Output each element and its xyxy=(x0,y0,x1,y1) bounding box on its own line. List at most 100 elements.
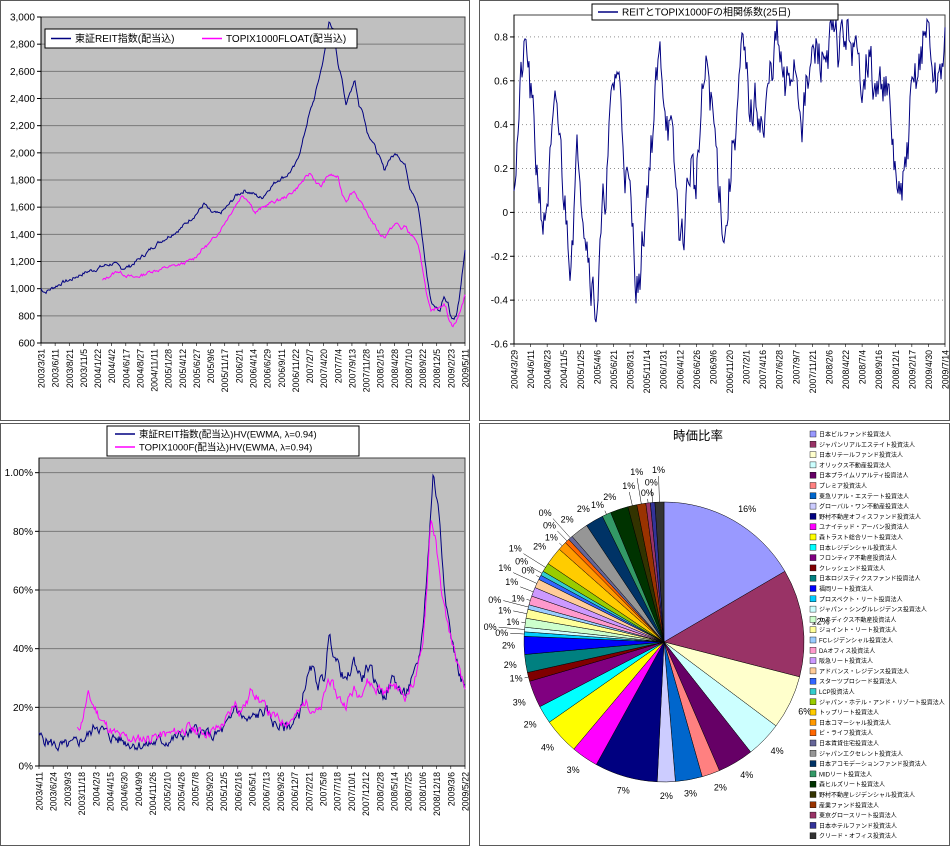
y-tick-label: 0% xyxy=(19,762,34,773)
y-tick-label: 20% xyxy=(13,703,33,714)
legend-entry: ジャパンリアルエステイト投資法人 xyxy=(819,441,915,449)
x-tick-label: 2006/2/16 xyxy=(233,772,243,811)
pie-slice-label: 2% xyxy=(577,504,590,514)
legend-entry: ジョイント・リート投資法人 xyxy=(819,626,897,634)
x-tick-label: 2006/9/6 xyxy=(708,350,718,384)
pie-title: 時価比率 xyxy=(673,428,723,443)
legend-swatch xyxy=(809,585,817,592)
legend-entry: ジャパン・ホテル・アンド・リゾート投資法人 xyxy=(819,698,945,706)
legend-entry: オリックス不動産投資法人 xyxy=(819,461,891,469)
pie-slice-label: 1% xyxy=(591,500,604,510)
legend-entry: 日本ビルファンド投資法人 xyxy=(819,431,891,439)
pie-slice-label: 4% xyxy=(740,770,753,780)
legend-swatch xyxy=(809,739,817,747)
y-tick-label: 2,600 xyxy=(10,67,35,78)
legend-swatch xyxy=(809,595,817,603)
legend-swatch xyxy=(809,781,817,788)
chart-panel-correlation: -0.6 -0.4 -0.2 0 0.2 0.4 0.6 0.8 2004/3/29 2004/6… xyxy=(479,0,950,421)
y-tick-label: 1.00% xyxy=(5,468,33,479)
x-tick-label: 2003/8/21 xyxy=(65,349,75,388)
x-tick-label: 2004/11/11 xyxy=(150,349,160,392)
x-tick-label: 2008/9/22 xyxy=(418,349,428,388)
pie-slice-label: 0% xyxy=(521,566,534,576)
x-tick-label: 2008/12/5 xyxy=(432,349,442,388)
legend-entry: 森ヒルズリート投資法人 xyxy=(819,781,885,789)
pie-slice-39 xyxy=(654,501,665,643)
x-tick-label: 2005/6/27 xyxy=(192,349,202,388)
x-tick-label: 2009/2/17 xyxy=(907,350,917,389)
legend-swatch xyxy=(809,451,817,458)
x-tick-label: 2005/2/10 xyxy=(162,772,172,811)
pie-slice-label: 2% xyxy=(603,492,616,502)
legend-swatch xyxy=(809,533,817,541)
x-tick-label: 2003/11/5 xyxy=(79,349,89,388)
y-tick-label: 0.2 xyxy=(494,164,508,175)
x-tick-label: 2008/9/16 xyxy=(874,350,884,389)
y-tick-label: 2,000 xyxy=(10,148,35,159)
legend-swatch xyxy=(809,492,817,500)
y-tick-label: 0.4 xyxy=(494,120,508,131)
gridlines xyxy=(41,43,465,317)
legend-entry: 阪急リート投資法人 xyxy=(819,657,873,665)
x-tick-label: 2005/1/25 xyxy=(576,350,586,389)
pie-slice-label: 12% xyxy=(812,617,830,627)
legend-entry: 日本アコモデーションファンド投資法人 xyxy=(819,760,927,768)
x-tick-label: 2005/4/12 xyxy=(178,349,188,388)
legend-swatch xyxy=(809,513,817,520)
y-tick-label: 80% xyxy=(13,527,33,538)
legend-entry: LCP投資法人 xyxy=(819,688,855,696)
legend-entry: 日本ロジスティクスファンド投資法人 xyxy=(819,575,920,583)
x-tick-label: 2006/11/20 xyxy=(725,350,735,393)
legend-entry: ジャパンエクセレント投資法人 xyxy=(819,750,903,758)
x-tick-label: 2007/11/21 xyxy=(808,350,818,393)
x-tick-label: 2004/6/17 xyxy=(121,349,131,388)
y-tick-label: 1,000 xyxy=(10,284,35,295)
gridlines xyxy=(39,472,465,708)
x-tick-label: 2006/12/7 xyxy=(290,772,300,811)
x-tick-label: 2004/11/26 xyxy=(148,772,158,815)
pie-slice-label: 1% xyxy=(509,544,522,554)
pie-labels: 16%12%6%4%4%2%3%2%7%3%4%2%3%1%2%2%0%0%1%… xyxy=(484,465,830,801)
legend-swatch xyxy=(809,544,817,551)
y-tick-label: 0 xyxy=(502,208,508,219)
pie-slice-label: 6% xyxy=(798,707,811,717)
x-tick-label: 2008/2/15 xyxy=(376,349,386,388)
x-tick-label: 2003/3/31 xyxy=(37,349,47,388)
x-tick-label: 2008/7/4 xyxy=(858,350,868,384)
legend-swatch xyxy=(809,750,817,757)
y-tick-label: 60% xyxy=(13,586,33,597)
x-tick-label: 2004/4/2 xyxy=(107,349,117,383)
pie-slice-label: 0% xyxy=(515,557,528,567)
pie-slice-label: 1% xyxy=(498,563,511,573)
x-tick-label: 2008/12/18 xyxy=(432,772,442,816)
legend-entry: DAオフィス投資法人 xyxy=(819,647,875,655)
pie-slice-0 xyxy=(663,501,786,643)
legend-entry: グローバル・ワン不動産投資法人 xyxy=(819,503,909,511)
market-cap-share-chart: 時価比率16%12%6%4%4%2%3%2%7%3%4%2%3%1%2%2%0%… xyxy=(484,428,945,840)
x-tick-label: 2006/4/12 xyxy=(675,350,685,389)
legend-swatch xyxy=(809,605,817,613)
legend-swatch xyxy=(809,667,817,675)
legend-label: 東証REIT指数(配当込) xyxy=(75,32,174,45)
legend-swatch xyxy=(809,801,817,808)
x-tick-label: 2006/5/1 xyxy=(248,772,258,806)
x-tick-label: 2009/4/30 xyxy=(924,350,934,389)
x-tick-label: 2005/1/28 xyxy=(164,349,174,388)
y-tick-label: 1,200 xyxy=(10,257,35,268)
x-tick-label: 2005/4/6 xyxy=(592,350,602,384)
x-tick-label: 2004/6/30 xyxy=(120,772,130,811)
legend-entry: 森トラスト総合リート投資法人 xyxy=(819,534,903,542)
legend-swatch xyxy=(809,770,817,778)
legend-label: TOPIX1000FLOAT(配当込) xyxy=(226,32,346,45)
legend-label: REITとTOPIX1000Fの相関係数(25日) xyxy=(622,6,791,19)
legend-box xyxy=(44,28,358,49)
x-tick-label: 2007/6/28 xyxy=(775,350,785,389)
x-axis-labels: 2003/4/11 2003/6/24 2003/9/3 2003/11/18 2004… xyxy=(35,772,470,816)
legend-swatch xyxy=(809,626,817,633)
legend-swatch xyxy=(809,441,817,448)
y-tick-label: 1,400 xyxy=(10,230,35,241)
x-tick-label: 2004/2/3 xyxy=(91,772,101,806)
legend-entry: 日本賃貸住宅投資法人 xyxy=(819,740,879,748)
pie-slice-label: 2% xyxy=(660,791,673,801)
legend-entry: ジャパン・シングルレジデンス投資法人 xyxy=(819,606,927,614)
